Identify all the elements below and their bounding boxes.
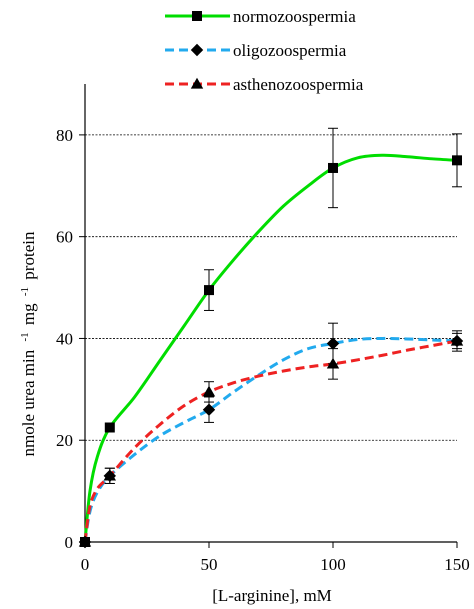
- data-point-asthenozoospermia-10: [103, 469, 116, 481]
- y-axis-title-part-1: nmole urea min: [19, 349, 38, 456]
- y-tick-label-40: 40: [56, 329, 73, 348]
- y-tick-label-20: 20: [56, 431, 73, 450]
- legend-label-asthenozoospermia: asthenozoospermia: [233, 75, 364, 94]
- x-tick-label-150: 150: [444, 555, 470, 574]
- legend-marker-oligozoospermia: [190, 43, 204, 57]
- data-point-asthenozoospermia-0: [78, 535, 92, 547]
- data-point-normozoospermia-150: [452, 155, 462, 166]
- data-point-asthenozoospermia-150: [450, 334, 464, 346]
- y-tick-label-60: 60: [56, 228, 73, 247]
- error-bars: [104, 127, 462, 484]
- x-tick-label-0: 0: [81, 555, 90, 574]
- gridlines: [85, 134, 457, 441]
- legend-label-normozoospermia: normozoospermia: [233, 7, 356, 26]
- y-axis-title-part-2: mg: [19, 303, 38, 325]
- y-tick-label-80: 80: [56, 126, 73, 145]
- series-curves: [83, 153, 458, 543]
- tick-labels: 0 20 40 60 80 0 50 100 150: [56, 126, 470, 574]
- data-point-normozoospermia-100: [328, 162, 338, 173]
- legend-marker-asthenozoospermia: [190, 77, 204, 89]
- x-tick-label-50: 50: [201, 555, 218, 574]
- y-tick-label-0: 0: [65, 533, 74, 552]
- y-axis-title-superscript-2: -1: [19, 287, 31, 296]
- data-point-asthenozoospermia-50: [202, 385, 216, 397]
- data-point-oligozoospermia-100: [326, 337, 340, 350]
- data-point-asthenozoospermia-100: [326, 357, 340, 369]
- y-axis-title-part-3: protein: [19, 231, 38, 280]
- axes: [84, 84, 457, 543]
- data-point-normozoospermia-10: [104, 422, 115, 433]
- y-axis-title: nmole urea min -1 mg -1 protein: [13, 231, 38, 456]
- legend-marker-normozoospermia: [192, 11, 202, 21]
- y-axis-title-superscript-1: -1: [19, 332, 31, 341]
- legend-label-oligozoospermia: oligozoospermia: [233, 41, 347, 60]
- data-point-oligozoospermia-50: [202, 403, 216, 416]
- x-axis-title: [L-arginine], mM: [212, 586, 332, 605]
- x-tick-label-100: 100: [320, 555, 346, 574]
- data-point-normozoospermia-50: [204, 285, 214, 296]
- series-line-normozoospermia: [83, 153, 458, 543]
- data-markers: [78, 155, 464, 549]
- tick-marks: [79, 134, 458, 548]
- series-line-asthenozoospermia: [83, 339, 458, 543]
- legend: normozoospermia oligozoospermia asthenozoo…: [165, 7, 364, 94]
